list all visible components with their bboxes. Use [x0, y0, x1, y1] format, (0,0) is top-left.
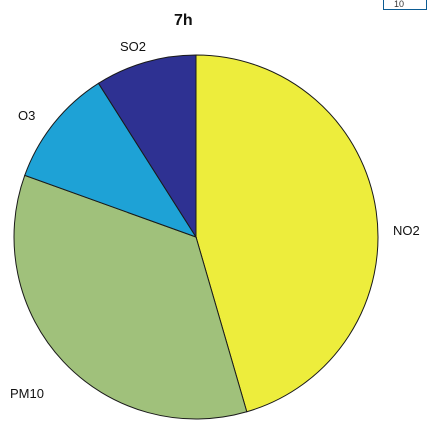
- pie-label-no2: NO2: [393, 223, 420, 238]
- pie-slice-no2: [195, 54, 379, 413]
- pie-label-o3: O3: [18, 108, 35, 123]
- pie-slice-pm10: [13, 174, 248, 420]
- pie-slice-o3: [24, 82, 198, 238]
- pie-label-so2: SO2: [120, 39, 146, 54]
- pie-slice-so2: [97, 54, 197, 239]
- pie-label-pm10: PM10: [10, 386, 44, 401]
- corner-box-text: 10: [394, 0, 405, 9]
- chart-title: 7h: [174, 12, 193, 29]
